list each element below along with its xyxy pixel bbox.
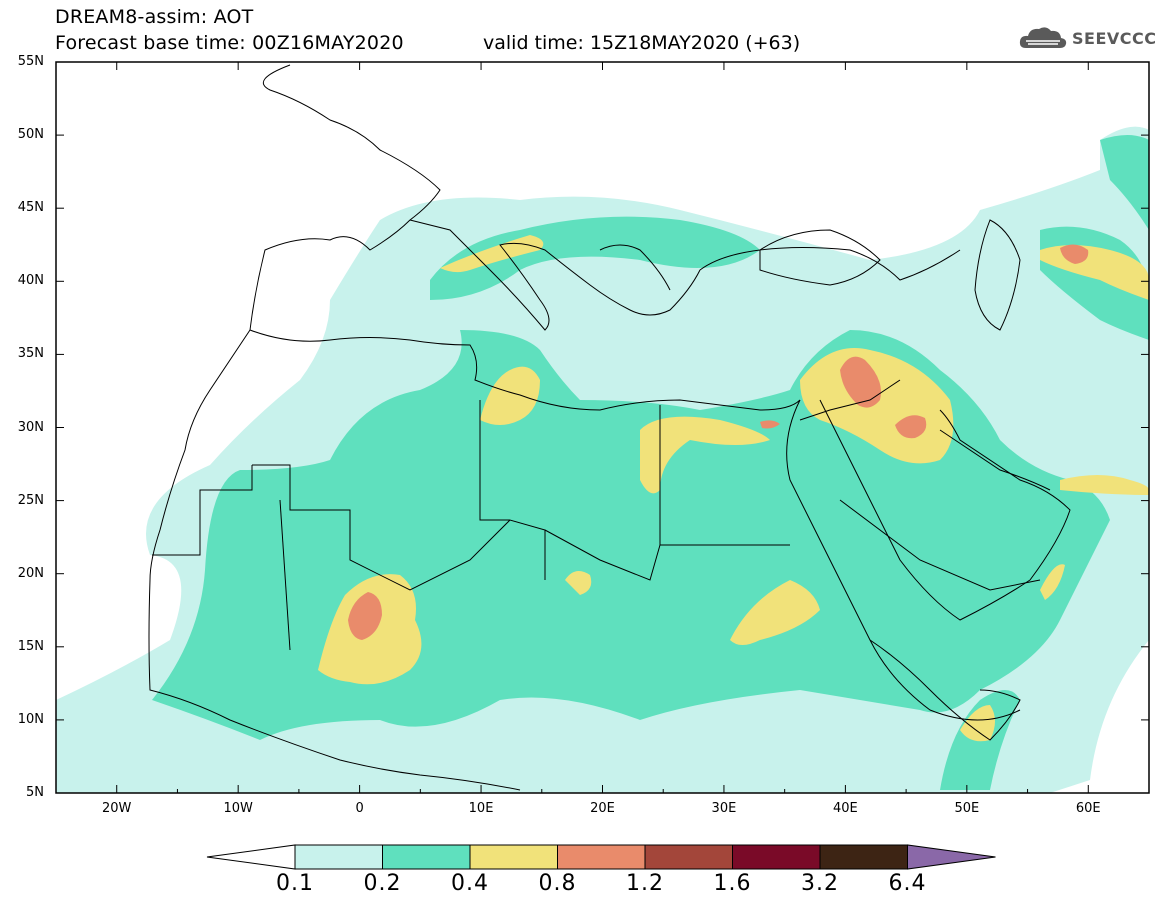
lon-label: 10W [223,801,253,816]
colorbar-level-label: 0.1 [276,871,314,896]
lon-label: 30E [711,801,737,816]
lat-label: 35N [17,346,44,362]
colorbar-segment [382,844,471,870]
colorbar-segment [819,844,908,870]
lon-label: 0 [355,801,364,816]
aot-field [56,62,1149,793]
colorbar-level-label: 6.4 [888,871,927,896]
lat-label: 10N [17,711,44,727]
colorbar [206,844,996,870]
colorbar-segment [557,844,646,870]
valid-time: valid time: 15Z18MAY2020 (+63) [483,32,801,54]
lon-label: 20E [590,801,615,816]
axis-ticks [55,61,1150,794]
forecast-base-time: Forecast base time: 00Z16MAY2020 [55,32,404,54]
lat-label: 25N [17,492,44,508]
lon-label: 10E [468,801,494,816]
colorbar-segment [294,844,383,870]
aot-level-0.8 [348,244,1089,640]
lon-label: 60E [1075,801,1101,816]
lat-label: 55N [17,54,44,69]
lat-label: 15N [17,638,44,654]
lat-label: 20N [17,565,44,581]
lat-label: 50N [17,127,44,143]
lon-label: 50E [954,801,980,816]
coastlines [148,64,1071,791]
colorbar-level-label: 0.2 [363,871,402,896]
aot-level-0.4 [318,235,1149,742]
colorbar-level-label: 0.8 [538,871,577,896]
cloud-icon [1019,27,1067,48]
colorbar-level-label: 3.2 [801,871,839,896]
logo-text: SEEVCCC [1072,28,1157,48]
colorbar-level-label: 0.4 [451,871,489,896]
lon-label: 20W [102,801,132,816]
colorbar-level-label: 1.6 [713,871,752,896]
colorbar-segment [732,844,821,870]
lat-label: 30N [17,419,44,435]
lat-label: 40N [17,273,44,289]
colorbar-low-arrow [206,844,296,870]
map-title: DREAM8-assim: AOT [55,6,254,28]
lat-label: 45N [17,200,44,216]
colorbar-level-label: 1.2 [626,871,664,896]
colorbar-high-arrow [907,844,996,870]
seevccc-logo: SEEVCCC [1018,24,1157,52]
colorbar-segment [644,844,733,870]
lat-label: 5N [26,785,44,800]
lon-label: 40E [832,801,858,816]
colorbar-segment [469,844,558,870]
